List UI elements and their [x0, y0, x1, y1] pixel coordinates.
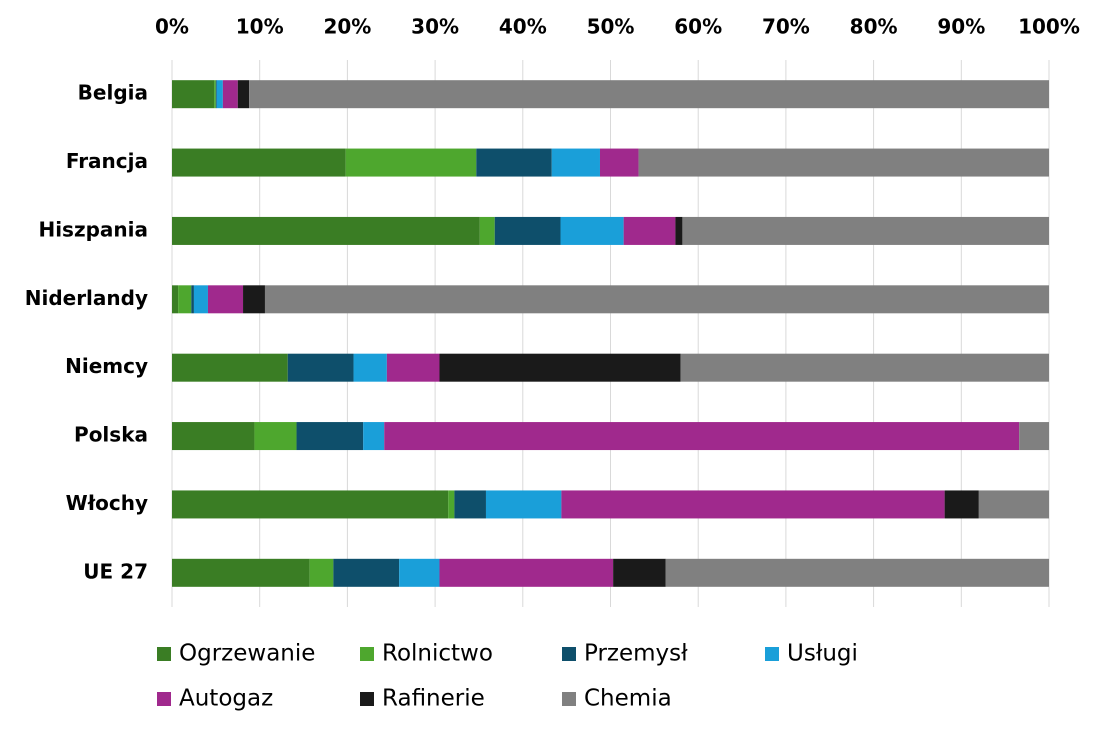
legend-label: Rolnictwo: [382, 641, 493, 667]
bar-segment: [560, 216, 624, 245]
bar-segment: [215, 80, 217, 109]
bar-segment: [675, 216, 683, 245]
y-tick-label: UE 27: [83, 559, 148, 583]
x-tick-label: 80%: [850, 15, 898, 39]
legend-label: Rafinerie: [382, 686, 485, 712]
x-tick-label: 90%: [937, 15, 985, 39]
y-tick-label: Francja: [66, 149, 148, 173]
bar-segment: [476, 148, 552, 177]
x-tick-label: 100%: [1018, 15, 1080, 39]
bar-segment: [1019, 422, 1049, 451]
bar-segment: [172, 216, 480, 245]
bar-segment: [944, 490, 979, 519]
legend-swatch: [157, 647, 171, 661]
bar-segment: [243, 285, 265, 314]
bar-segment: [222, 80, 238, 109]
legend-swatch: [562, 692, 576, 706]
bar-segment: [485, 490, 562, 519]
bar-segment: [978, 490, 1049, 519]
legend-swatch: [157, 692, 171, 706]
legend-label: Autogaz: [179, 686, 273, 712]
bar-segment: [296, 422, 364, 451]
bar-segment: [680, 353, 1049, 382]
bar-segment: [399, 558, 440, 587]
y-tick-label: Hiszpania: [38, 217, 148, 241]
bar-segment: [454, 490, 486, 519]
bar-segment: [264, 285, 1049, 314]
bar-segment: [172, 558, 310, 587]
y-tick-label: Belgia: [78, 81, 148, 105]
bar-segment: [494, 216, 561, 245]
bar-segment: [384, 422, 1020, 451]
x-tick-label: 20%: [323, 15, 371, 39]
bar-segment: [439, 558, 614, 587]
legend-label: Chemia: [584, 686, 672, 712]
bar-segment: [237, 80, 250, 109]
bar-segment: [191, 285, 194, 314]
legend-label: Ogrzewanie: [179, 641, 315, 667]
bar-segment: [207, 285, 244, 314]
y-tick-label: Niderlandy: [25, 286, 148, 310]
bar-segment: [178, 285, 192, 314]
bar-segment: [172, 80, 215, 109]
bar-segment: [551, 148, 600, 177]
legend-swatch: [360, 647, 374, 661]
x-tick-label: 70%: [762, 15, 810, 39]
y-tick-label: Niemcy: [65, 354, 148, 378]
bar-segment: [439, 353, 681, 382]
legend-swatch: [765, 647, 779, 661]
bar-segment: [254, 422, 297, 451]
bar-segment: [638, 148, 1049, 177]
bar-segment: [333, 558, 400, 587]
bar-segment: [193, 285, 208, 314]
bar-segment: [682, 216, 1049, 245]
x-tick-label: 60%: [674, 15, 722, 39]
y-tick-label: Włochy: [66, 491, 148, 515]
bar-segment: [386, 353, 440, 382]
x-tick-label: 10%: [236, 15, 284, 39]
legend-swatch: [360, 692, 374, 706]
bar-segment: [309, 558, 334, 587]
bar-segment: [249, 80, 1049, 109]
bar-segment: [345, 148, 477, 177]
bar-segment: [214, 80, 216, 109]
bar-segment: [353, 353, 387, 382]
legend-label: Przemysł: [584, 641, 688, 667]
bar-segment: [216, 80, 223, 109]
bar-segment: [623, 216, 676, 245]
bar-segment: [561, 490, 945, 519]
x-tick-label: 40%: [499, 15, 547, 39]
legend-swatch: [562, 647, 576, 661]
bar-segment: [172, 422, 255, 451]
bar-segment: [479, 216, 495, 245]
x-tick-label: 0%: [155, 15, 189, 39]
bar-segment: [613, 558, 666, 587]
bar-segment: [172, 353, 288, 382]
x-tick-label: 30%: [411, 15, 459, 39]
bar-segment: [172, 490, 449, 519]
x-tick-label: 50%: [587, 15, 635, 39]
bar-segment: [172, 285, 179, 314]
bar-segment: [363, 422, 385, 451]
legend-label: Usługi: [787, 641, 858, 667]
bar-segment: [599, 148, 639, 177]
bar-segment: [448, 490, 455, 519]
bar-segment: [172, 148, 346, 177]
bar-segment: [665, 558, 1049, 587]
bar-segment: [287, 353, 354, 382]
y-tick-label: Polska: [74, 423, 148, 447]
